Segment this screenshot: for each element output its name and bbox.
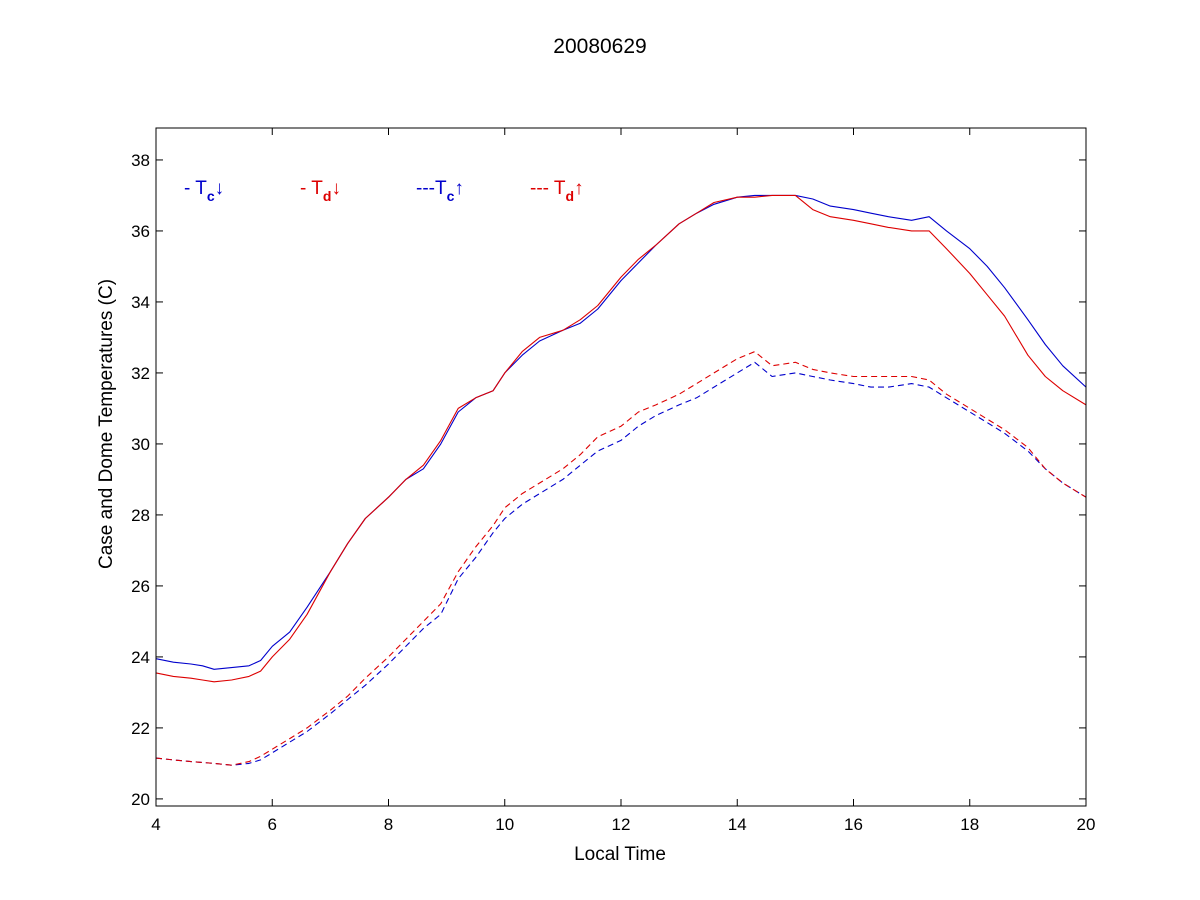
legend-item-2: ---Tc↑ [416,178,464,204]
x-tick-label-7: 18 [960,815,979,834]
series-line-2 [155,361,1087,766]
x-tick-label-2: 8 [384,815,393,834]
x-axis-label: Local Time [574,844,666,865]
legend-item-sub-1: d [323,188,332,204]
legend: - Tc↓ - Td↓ ---Tc↑ --- Td↑ [184,178,584,204]
series-layer [155,194,1087,766]
y-tick-label-6: 32 [131,364,150,383]
legend-item-prefix-3: --- T [530,178,566,199]
x-tick-label-3: 10 [495,815,514,834]
legend-item-1: - Td↓ [300,178,341,204]
x-tick-label-8: 20 [1077,815,1096,834]
legend-item-arrow-1: ↓ [331,178,341,199]
y-tick-label-0: 20 [131,790,150,809]
y-tick-label-4: 28 [131,506,150,525]
legend-item-prefix-1: - T [300,178,323,199]
legend-item-prefix-2: ---T [416,178,447,199]
series-line-3 [155,351,1087,766]
series-line-0 [155,194,1087,670]
x-tick-label-0: 4 [151,815,160,834]
legend-item-3: --- Td↑ [530,178,584,204]
legend-item-arrow-2: ↑ [454,178,464,199]
chart-title: 20080629 [553,35,646,58]
y-tick-label-2: 24 [131,648,150,667]
legend-item-sub-2: c [447,188,455,204]
legend-item-arrow-3: ↑ [574,178,584,199]
y-tick-label-8: 36 [131,222,150,241]
y-axis-label: Case and Dome Temperatures (C) [96,279,117,569]
y-tick-label-9: 38 [131,151,150,170]
series-line-1 [155,194,1087,683]
plot-area [155,127,1087,807]
y-axis: 20 22 24 26 28 30 32 34 36 38 [131,151,1086,809]
x-tick-label-6: 16 [844,815,863,834]
y-tick-label-7: 34 [131,293,150,312]
y-tick-label-5: 30 [131,435,150,454]
x-tick-label-5: 14 [728,815,747,834]
legend-item-sub-0: c [207,188,215,204]
y-tick-label-1: 22 [131,719,150,738]
legend-item-prefix-0: - T [184,178,207,199]
legend-item-arrow-0: ↓ [215,178,225,199]
legend-item-sub-3: d [566,188,575,204]
legend-item-0: - Tc↓ [184,178,224,204]
x-tick-label-4: 12 [612,815,631,834]
x-axis: 4 6 8 10 12 14 16 18 20 [151,128,1095,834]
x-tick-label-1: 6 [268,815,277,834]
y-tick-label-3: 26 [131,577,150,596]
